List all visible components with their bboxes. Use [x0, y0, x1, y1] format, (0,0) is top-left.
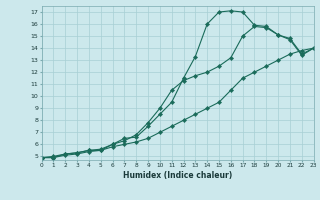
X-axis label: Humidex (Indice chaleur): Humidex (Indice chaleur)	[123, 171, 232, 180]
